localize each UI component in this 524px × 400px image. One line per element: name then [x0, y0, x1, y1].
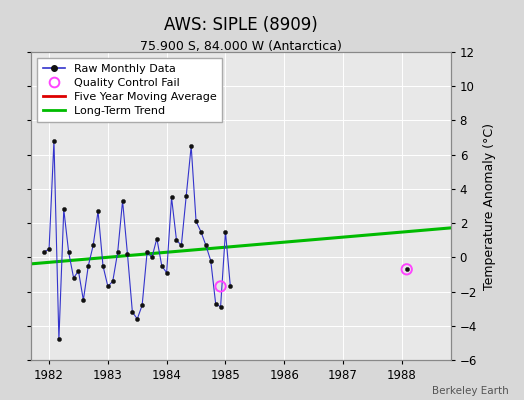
Raw Monthly Data: [46, 246, 52, 251]
Raw Monthly Data: [75, 269, 82, 274]
Raw Monthly Data: [41, 250, 47, 255]
Raw Monthly Data: [163, 270, 170, 275]
Raw Monthly Data: [119, 198, 126, 203]
Raw Monthly Data: [198, 229, 204, 234]
Raw Monthly Data: [100, 264, 106, 268]
Text: AWS: SIPLE (8909): AWS: SIPLE (8909): [164, 16, 318, 34]
Raw Monthly Data: [193, 219, 199, 224]
Raw Monthly Data: [85, 264, 91, 268]
Raw Monthly Data: [61, 207, 67, 212]
Raw Monthly Data: [154, 236, 160, 241]
Raw Monthly Data: [217, 304, 224, 309]
Raw Monthly Data: [66, 250, 72, 255]
Raw Monthly Data: [115, 250, 121, 255]
Raw Monthly Data: [129, 310, 136, 314]
Raw Monthly Data: [208, 258, 214, 263]
Text: Berkeley Earth: Berkeley Earth: [432, 386, 508, 396]
Raw Monthly Data: [188, 144, 194, 148]
Raw Monthly Data: [213, 301, 219, 306]
Text: 75.900 S, 84.000 W (Antarctica): 75.900 S, 84.000 W (Antarctica): [140, 40, 342, 53]
Y-axis label: Temperature Anomaly (°C): Temperature Anomaly (°C): [483, 122, 496, 290]
Raw Monthly Data: [51, 138, 57, 143]
Raw Monthly Data: [139, 303, 145, 308]
Raw Monthly Data: [149, 255, 155, 260]
Raw Monthly Data: [183, 193, 189, 198]
Raw Monthly Data: [110, 279, 116, 284]
Legend: Raw Monthly Data, Quality Control Fail, Five Year Moving Average, Long-Term Tren: Raw Monthly Data, Quality Control Fail, …: [37, 58, 222, 122]
Raw Monthly Data: [168, 195, 174, 200]
Raw Monthly Data: [144, 250, 150, 255]
Raw Monthly Data: [80, 298, 86, 302]
Raw Monthly Data: [124, 252, 130, 256]
Raw Monthly Data: [203, 243, 209, 248]
Raw Monthly Data: [178, 243, 184, 248]
Quality Control Fail: [216, 283, 225, 290]
Raw Monthly Data: [95, 209, 101, 214]
Raw Monthly Data: [159, 264, 165, 268]
Raw Monthly Data: [56, 337, 62, 342]
Raw Monthly Data: [222, 229, 228, 234]
Raw Monthly Data: [134, 316, 140, 321]
Raw Monthly Data: [227, 284, 234, 289]
Raw Monthly Data: [90, 243, 96, 248]
Line: Raw Monthly Data: Raw Monthly Data: [42, 139, 233, 342]
Quality Control Fail: [402, 266, 411, 272]
Raw Monthly Data: [173, 238, 180, 243]
Raw Monthly Data: [105, 284, 111, 289]
Raw Monthly Data: [70, 276, 77, 280]
